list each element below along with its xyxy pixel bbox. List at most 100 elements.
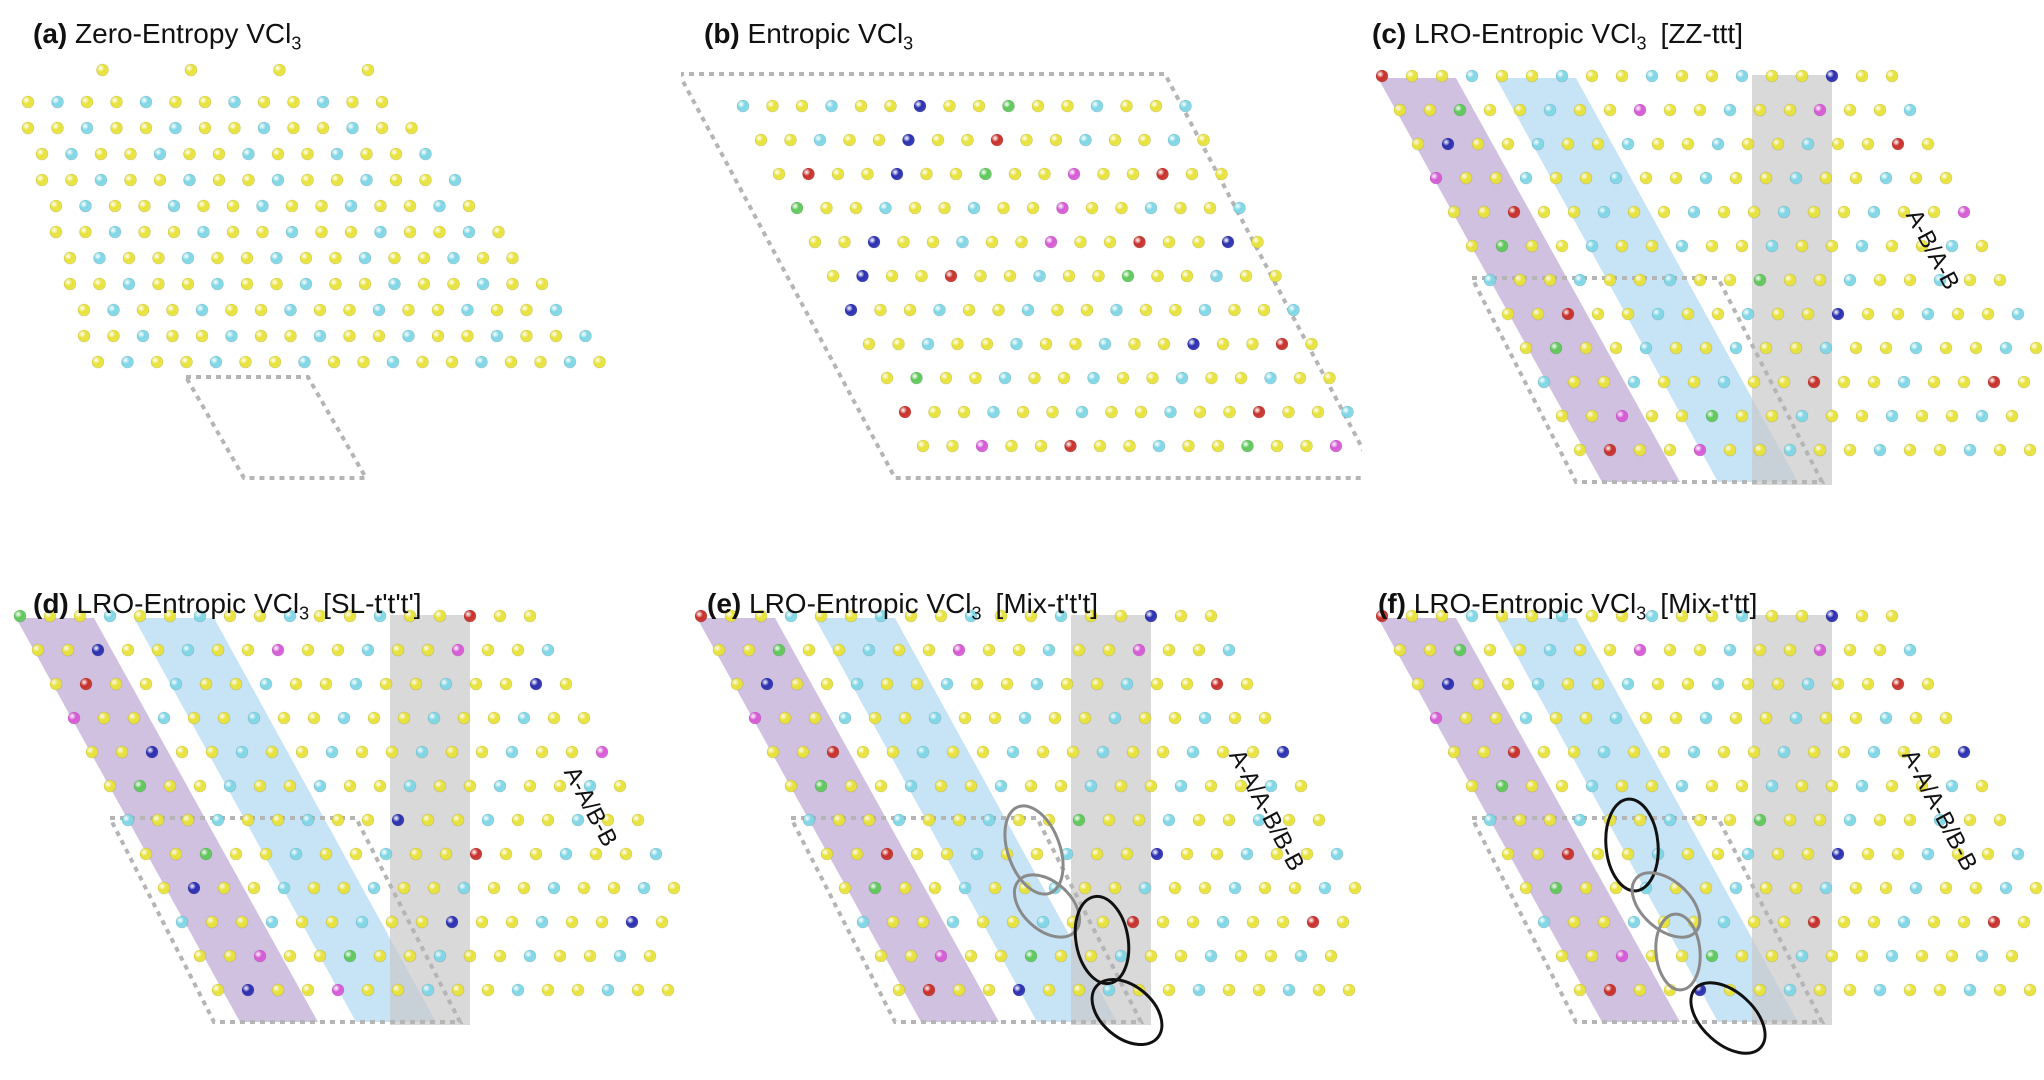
- chlorine-atom: [1939, 341, 1953, 355]
- chlorine-atom: [433, 225, 446, 239]
- dopant-blue-atom: [91, 643, 105, 657]
- vanadium-atom: [856, 915, 870, 929]
- chlorine-atom: [1867, 915, 1881, 929]
- chlorine-atom: [265, 745, 279, 759]
- panel-d: (d) LRO-Entropic VCl3 [SL-t't't'] A-A/B-B: [0, 540, 681, 1080]
- chlorine-atom: [1489, 171, 1503, 185]
- panel-title-subscript: 3: [1636, 33, 1647, 54]
- chlorine-atom: [1795, 779, 1809, 793]
- chlorine-atom: [1933, 443, 1947, 457]
- chlorine-atom: [1525, 239, 1539, 253]
- chlorine-atom: [229, 677, 243, 691]
- chlorine-atom: [1981, 847, 1995, 861]
- chlorine-atom: [1270, 847, 1284, 861]
- chlorine-atom: [1495, 609, 1509, 623]
- chlorine-atom: [1651, 677, 1665, 691]
- chlorine-atom: [451, 983, 465, 997]
- chlorine-atom: [61, 643, 75, 657]
- chlorine-atom: [1849, 171, 1863, 185]
- chlorine-atom: [1747, 745, 1761, 759]
- chlorine-atom: [1855, 609, 1869, 623]
- chlorine-atom: [1699, 881, 1713, 895]
- chlorine-atom: [826, 269, 840, 283]
- dopant-green-atom: [1453, 103, 1467, 117]
- chlorine-atom: [331, 813, 345, 827]
- vanadium-atom: [1921, 307, 1935, 321]
- chlorine-atom: [257, 95, 271, 109]
- chlorine-atom: [1867, 375, 1881, 389]
- chlorine-atom: [1489, 711, 1503, 725]
- vanadium-atom: [1287, 303, 1300, 317]
- vanadium-atom: [402, 329, 415, 343]
- chlorine-atom: [1097, 167, 1110, 181]
- chlorine-atom: [1813, 273, 1827, 287]
- chlorine-atom: [972, 99, 986, 113]
- vanadium-atom: [904, 779, 918, 793]
- chlorine-atom: [1825, 779, 1839, 793]
- dopant-magenta-atom: [1132, 643, 1146, 657]
- vanadium-atom: [1179, 99, 1192, 113]
- chlorine-atom: [506, 251, 519, 265]
- chlorine-atom: [831, 167, 845, 181]
- chlorine-atom: [549, 329, 563, 343]
- chlorine-atom: [1615, 609, 1629, 623]
- chlorine-atom: [1819, 711, 1833, 725]
- dopant-blue-atom: [445, 915, 459, 929]
- chlorine-atom: [1939, 171, 1953, 185]
- chlorine-atom: [1783, 643, 1797, 657]
- vanadium-atom: [197, 225, 210, 239]
- panel-title-d: (d) LRO-Entropic VCl3 [SL-t't't']: [33, 588, 422, 625]
- vanadium-atom: [1855, 239, 1869, 253]
- dopant-red-atom: [1133, 235, 1146, 249]
- chlorine-atom: [655, 915, 669, 929]
- chlorine-atom: [541, 813, 555, 827]
- vanadium-atom: [559, 847, 573, 861]
- chlorine-atom: [1837, 745, 1851, 759]
- chlorine-atom: [1903, 983, 1917, 997]
- vanadium-atom: [1341, 405, 1354, 419]
- vanadium-atom: [121, 355, 134, 369]
- vanadium-atom: [921, 337, 935, 351]
- chlorine-atom: [63, 277, 77, 291]
- panel-tag: [Mix-t'tt]: [1660, 588, 1758, 619]
- chlorine-atom: [388, 251, 401, 265]
- dopant-green-atom: [133, 779, 147, 793]
- chlorine-atom: [1723, 443, 1737, 457]
- chlorine-atom: [1795, 609, 1809, 623]
- vanadium-atom: [457, 881, 471, 895]
- dopant-red-atom: [1603, 983, 1617, 997]
- chlorine-atom: [77, 303, 91, 317]
- dopant-blue-atom: [1831, 307, 1845, 321]
- dopant-red-atom: [944, 269, 958, 283]
- panel-f: (f) LRO-Entropic VCl3 [Mix-t'tt] A-A/A-B/…: [1362, 540, 2043, 1080]
- vanadium-atom: [1110, 303, 1123, 317]
- chlorine-atom: [1162, 643, 1176, 657]
- chlorine-atom: [976, 915, 990, 929]
- chlorine-atom: [1477, 205, 1491, 219]
- vanadium-atom: [367, 881, 381, 895]
- vanadium-atom: [360, 173, 373, 187]
- chlorine-atom: [187, 711, 201, 725]
- vanadium-atom: [736, 99, 750, 113]
- chlorine-atom: [820, 677, 834, 691]
- chlorine-atom: [1205, 371, 1218, 385]
- dopant-red-atom: [1891, 677, 1905, 691]
- chlorine-atom: [1939, 881, 1953, 895]
- chlorine-atom: [1753, 103, 1767, 117]
- chlorine-atom: [943, 99, 956, 113]
- vanadium-atom: [448, 173, 462, 187]
- chlorine-atom: [1269, 269, 1282, 283]
- chlorine-atom: [920, 167, 933, 181]
- chlorine-atom: [1046, 405, 1059, 419]
- vanadium-atom: [1627, 915, 1641, 929]
- ellipse-black: [1689, 981, 1767, 1055]
- chlorine-atom: [1657, 375, 1671, 389]
- chlorine-atom: [1693, 813, 1707, 827]
- chlorine-atom: [108, 199, 122, 213]
- chlorine-atom: [451, 813, 465, 827]
- chlorine-atom: [1567, 205, 1581, 219]
- chlorine-atom: [195, 329, 209, 343]
- chlorine-atom: [1203, 201, 1217, 215]
- chlorine-atom: [124, 147, 137, 161]
- chlorine-atom: [796, 745, 810, 759]
